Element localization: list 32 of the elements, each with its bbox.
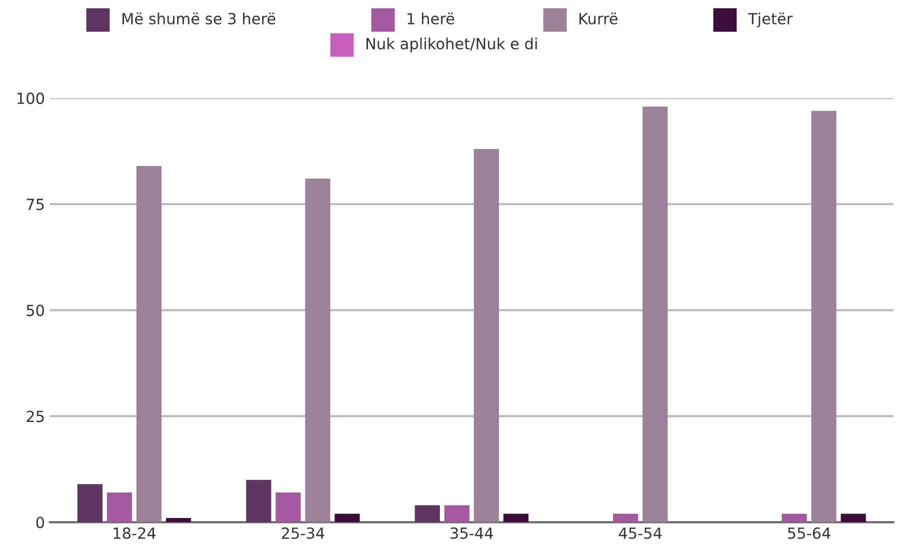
bar	[840, 514, 866, 522]
bar	[811, 110, 836, 522]
bar	[77, 484, 102, 522]
legend-label: 1 herë	[408, 12, 454, 24]
y-tick-label: 0	[36, 516, 44, 528]
x-tick-label: 18-24	[114, 527, 156, 539]
x-tick-label: 45-54	[618, 528, 662, 539]
x-tick-label: 35-44	[450, 527, 493, 539]
bar	[503, 514, 528, 522]
y-tick-label: 50	[26, 304, 44, 316]
bar	[106, 492, 132, 522]
legend-label: Më shumë se 3 herë	[122, 12, 276, 24]
bar	[474, 148, 499, 522]
y-tick-label: 25	[26, 410, 44, 422]
legend-label: Kurrë	[580, 12, 618, 24]
y-tick-label: 75	[26, 198, 44, 210]
x-tick-label: 25-34	[282, 527, 324, 539]
bar	[136, 166, 162, 522]
bar	[246, 480, 272, 522]
x-tick-label: 55-64	[788, 527, 830, 539]
bar	[782, 514, 807, 522]
bar	[414, 505, 440, 522]
bar	[444, 505, 470, 522]
legend-label: Tjetër	[748, 12, 793, 28]
bar	[305, 178, 330, 522]
bar	[166, 518, 192, 522]
y-tick-label: 100	[18, 92, 44, 104]
bar	[276, 492, 301, 522]
legend-label: Nuk aplikohet/Nuk e di	[366, 38, 537, 52]
bar	[642, 106, 668, 522]
bar	[613, 514, 638, 522]
bar	[334, 514, 360, 522]
